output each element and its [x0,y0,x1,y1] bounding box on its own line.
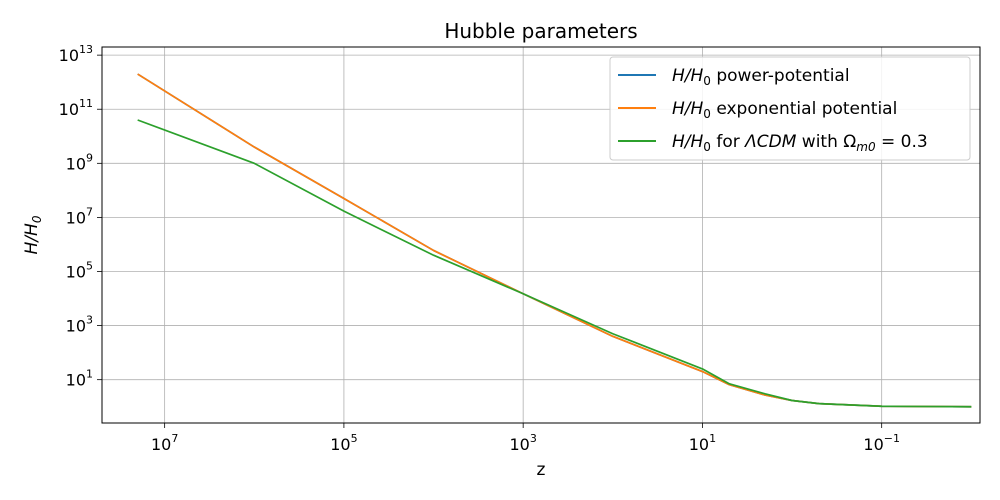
ticks: 107 105 103 101 10−1 101 103 105 107 109 1011 1013 [59,43,900,454]
y-tick-label: 1011 [59,97,93,119]
y-tick-label: 101 [66,368,93,390]
legend-entry: H/H0 power-potential [672,66,850,88]
y-tick-label: 105 [66,259,93,281]
chart-title: Hubble parameters [444,19,637,43]
y-tick-label: 1013 [59,43,93,65]
y-tick-label: 107 [66,205,93,227]
x-tick-label: 103 [509,432,536,454]
legend: H/H0 power-potential H/H0 exponential pot… [609,56,971,161]
legend-entry: H/H0 exponential potential [672,99,897,121]
series-lines [137,73,972,408]
series-line-3 [137,119,972,408]
y-axis-label-text: H/H0 [22,215,44,254]
legend-box [609,56,971,161]
y-tick-label: 103 [66,314,93,336]
y-tick-label: 109 [66,151,93,173]
x-tick-label: 105 [330,432,357,454]
y-axis-label-sub: 0 [30,215,44,223]
legend-entry: H/H0 for ΛCDM with Ωm0 = 0.3 [672,132,928,154]
y-axis-label: H/H0 [22,215,44,254]
x-axis-label: z [537,460,546,480]
x-tick-label: 101 [689,432,716,454]
x-tick-label: 10−1 [863,432,900,454]
x-tick-label: 107 [151,432,178,454]
y-axis-label-main: H/H [22,223,42,255]
plot-frame [101,46,981,424]
